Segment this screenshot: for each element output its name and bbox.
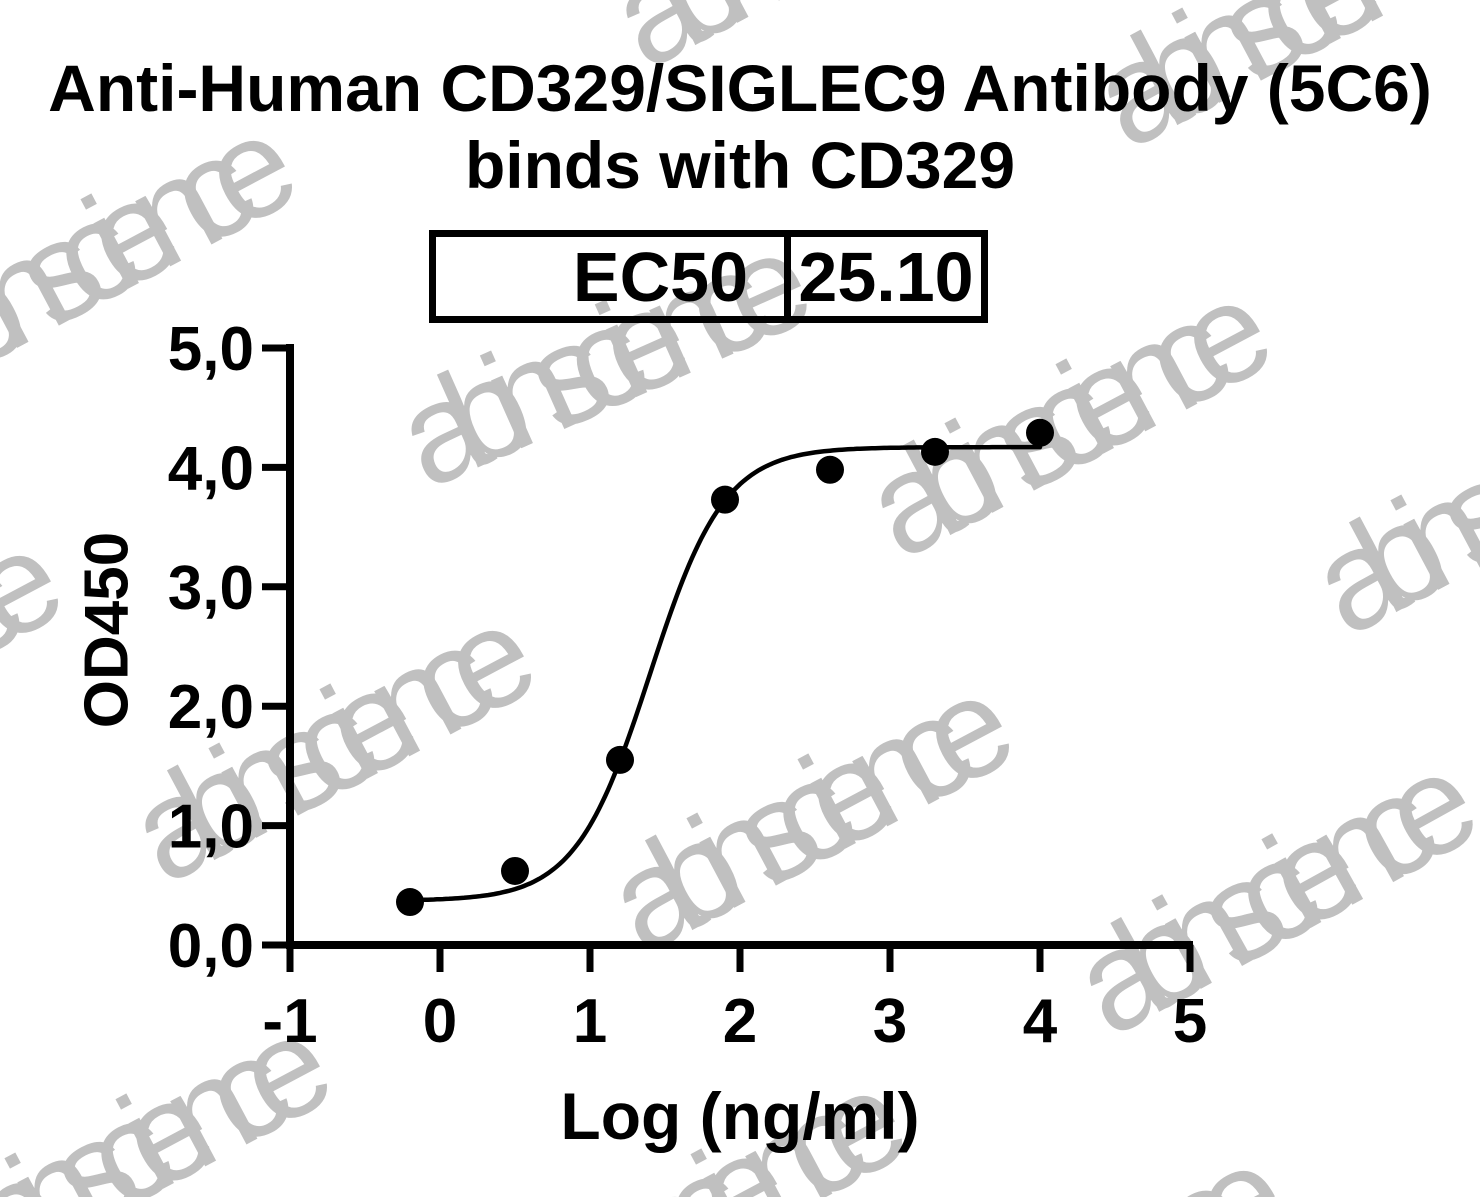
y-tick-label: 1,0 <box>168 793 254 862</box>
data-point <box>501 856 529 885</box>
x-axis-title: Log (ng/ml) <box>560 1079 920 1153</box>
chart-title-line2: binds with CD329 <box>464 128 1016 202</box>
y-tick-label: 3,0 <box>168 554 254 623</box>
data-point <box>1026 418 1054 447</box>
data-point <box>396 888 424 917</box>
x-tick-label: 3 <box>873 987 907 1056</box>
x-tick-label: 2 <box>723 987 757 1056</box>
data-point <box>816 455 844 484</box>
x-tick-label: 4 <box>1023 987 1058 1056</box>
x-tick-label: 5 <box>1173 987 1207 1056</box>
x-tick-label: 0 <box>423 987 457 1056</box>
x-tick-label: 1 <box>573 987 607 1056</box>
y-tick-label: 0,0 <box>168 912 254 981</box>
chart-title: Anti-Human CD329/SIGLEC9 Antibody (5C6) … <box>0 50 1480 204</box>
data-point <box>921 437 949 466</box>
fit-curve <box>407 444 1043 903</box>
data-point <box>711 485 739 514</box>
x-tick-label: -1 <box>262 987 317 1056</box>
y-tick-label: 2,0 <box>168 673 254 742</box>
ec50-table: EC50 25.10 <box>429 230 988 323</box>
y-tick-label: 5,0 <box>168 315 254 384</box>
chart-title-line1: Anti-Human CD329/SIGLEC9 Antibody (5C6) <box>48 51 1432 125</box>
data-point <box>606 745 634 774</box>
y-axis-title: OD450 <box>72 531 142 729</box>
ec50-label-cell: EC50 <box>436 237 791 316</box>
y-tick-label: 4,0 <box>168 434 254 503</box>
ec50-value-cell: 25.10 <box>798 237 974 316</box>
